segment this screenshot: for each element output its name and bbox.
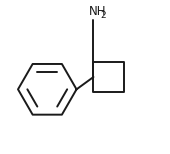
- Text: NH: NH: [89, 5, 106, 18]
- Text: 2: 2: [100, 11, 106, 20]
